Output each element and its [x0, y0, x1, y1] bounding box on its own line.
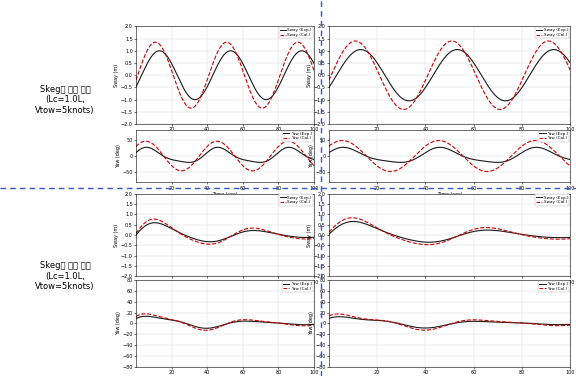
X-axis label: Time (sec): Time (sec)	[212, 286, 238, 291]
Y-axis label: Sway (m): Sway (m)	[115, 223, 119, 247]
Y-axis label: Yaw (deg): Yaw (deg)	[309, 144, 314, 168]
Text: Skeg가 없는 경우
(Lc=1.0L,
Vtow=5knots): Skeg가 없는 경우 (Lc=1.0L, Vtow=5knots)	[35, 85, 95, 115]
X-axis label: Time (sec): Time (sec)	[437, 192, 463, 197]
Y-axis label: Sway (m): Sway (m)	[308, 223, 312, 247]
Text: Skeg가 있는 경우
(Lc=1.0L,
Vtow=5knots): Skeg가 있는 경우 (Lc=1.0L, Vtow=5knots)	[35, 261, 95, 291]
Y-axis label: Yaw (deg): Yaw (deg)	[116, 311, 121, 335]
Text: MMG: MMG	[207, 6, 242, 19]
Legend: Sway (Exp.), Sway (Cal.): Sway (Exp.), Sway (Cal.)	[279, 27, 313, 38]
X-axis label: Time (sec): Time (sec)	[212, 133, 238, 138]
Legend: Yaw (Exp.), Yaw (Cal.): Yaw (Exp.), Yaw (Cal.)	[282, 130, 313, 142]
Y-axis label: Yaw (deg): Yaw (deg)	[116, 144, 121, 168]
Legend: Sway (Exp.), Sway (Cal.): Sway (Exp.), Sway (Cal.)	[535, 27, 570, 38]
Legend: Sway (Exp.), Sway (Cal.): Sway (Exp.), Sway (Cal.)	[535, 194, 570, 206]
X-axis label: Time (sec): Time (sec)	[437, 133, 463, 138]
Text: Cross-Flow: Cross-Flow	[411, 6, 488, 19]
Legend: Yaw (Exp.), Yaw (Cal.): Yaw (Exp.), Yaw (Cal.)	[538, 130, 570, 142]
Y-axis label: Yaw (deg): Yaw (deg)	[309, 311, 314, 335]
X-axis label: Time (sec): Time (sec)	[212, 192, 238, 197]
X-axis label: Time (sec): Time (sec)	[437, 286, 463, 291]
Y-axis label: Sway (m): Sway (m)	[115, 64, 119, 87]
Legend: Yaw (Exp.), Yaw (Cal.): Yaw (Exp.), Yaw (Cal.)	[282, 281, 313, 292]
Legend: Sway (Exp.), Sway (Cal.): Sway (Exp.), Sway (Cal.)	[279, 194, 313, 206]
Legend: Yaw (Exp.), Yaw (Cal.): Yaw (Exp.), Yaw (Cal.)	[538, 281, 570, 292]
Y-axis label: Sway (m): Sway (m)	[308, 64, 312, 87]
